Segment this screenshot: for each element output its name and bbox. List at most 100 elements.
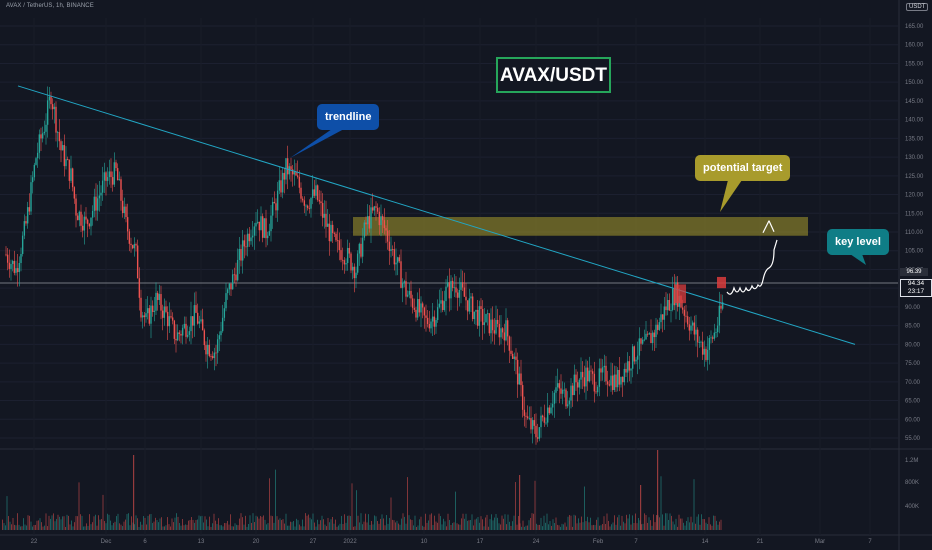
candle-body [320,201,321,203]
volume-bar [539,525,540,530]
candle-body [10,264,11,269]
candle-body [159,294,160,300]
volume-bar [364,522,365,530]
volume-bar [193,520,194,530]
candle-body [495,320,496,334]
candle-body [129,231,130,243]
volume-bar [509,522,510,530]
candle-body [339,240,340,250]
volume-bar [484,526,485,530]
key-level-callout: key level [827,229,889,255]
candle-body [55,107,56,133]
candle-body [332,225,333,233]
candle-body [12,261,13,264]
candle-body [234,274,235,275]
volume-bar [98,515,99,530]
candle-body [154,311,155,312]
volume-bar [155,518,156,530]
candle-body [5,254,6,255]
volume-bar [11,524,12,530]
candle-body [687,316,688,324]
volume-bar [10,522,11,530]
volume-bar [175,518,176,530]
volume-bar [307,516,308,530]
volume-bar [287,526,288,530]
volume-bar [533,514,534,530]
volume-bar [46,513,47,530]
volume-bar [451,525,452,530]
volume-bar [20,526,21,530]
candle-body [110,171,111,177]
volume-bar [347,516,348,530]
candle-body [485,314,486,322]
volume-bar [245,516,246,530]
potential-target-callout: potential target [695,155,790,181]
volume-bar [331,519,332,530]
volume-bar [110,521,111,530]
volume-bar [698,514,699,530]
volume-bar [526,526,527,530]
volume-bar [118,514,119,530]
volume-bar [532,513,533,530]
volume-bar [563,524,564,530]
candle-body [567,404,568,406]
candle-body [114,162,115,184]
candle-body [117,168,118,180]
volume-bar [25,525,26,530]
volume-bar [359,522,360,530]
volume-bar [707,524,708,530]
volume-bar [259,519,260,530]
candle-body [552,404,553,408]
candle-body [582,372,583,377]
candle-body [494,330,495,333]
volume-bar [149,514,150,530]
volume-bar [176,513,177,530]
candle-body [204,330,205,345]
candle-body [179,332,180,334]
volume-bar [178,517,179,530]
volume-bar [574,515,575,530]
volume-bar [425,514,426,530]
volume-bar [566,527,567,530]
volume-bar [31,522,32,530]
candle-body [297,175,298,176]
volume-bar [370,525,371,530]
volume-bar [536,524,537,530]
candle-body [369,216,370,228]
candle-body [255,223,256,227]
volume-bar [341,516,342,530]
candle-body [407,295,408,297]
candle-body [14,261,15,273]
volume-bar [109,515,110,530]
candle-body [137,245,138,278]
price-tick-label: 160.00 [905,43,924,49]
candle-body [185,324,186,337]
volume-bar [268,523,269,530]
candle-body [527,416,528,418]
volume-bar [671,516,672,530]
candle-body [364,223,365,238]
candle-body [357,254,358,273]
candle-body [145,313,146,317]
volume-bar [68,516,69,530]
volume-bar [206,519,207,530]
candle-body [627,361,628,372]
candle-body [324,214,325,218]
time-tick-label: 7 [634,539,638,545]
volume-bar [601,525,602,530]
candle-body [470,296,471,298]
volume-bar [419,519,420,530]
volume-bar [514,516,515,530]
candle-body [87,220,88,224]
candle-body [637,356,638,360]
candle-body [79,212,80,220]
volume-bar [607,513,608,530]
volume-bar [469,520,470,530]
candle-body [264,218,265,238]
candle-body [499,324,500,337]
candle-body [409,291,410,295]
volume-bar [598,517,599,530]
candle-body [220,331,221,335]
volume-bar [320,520,321,530]
